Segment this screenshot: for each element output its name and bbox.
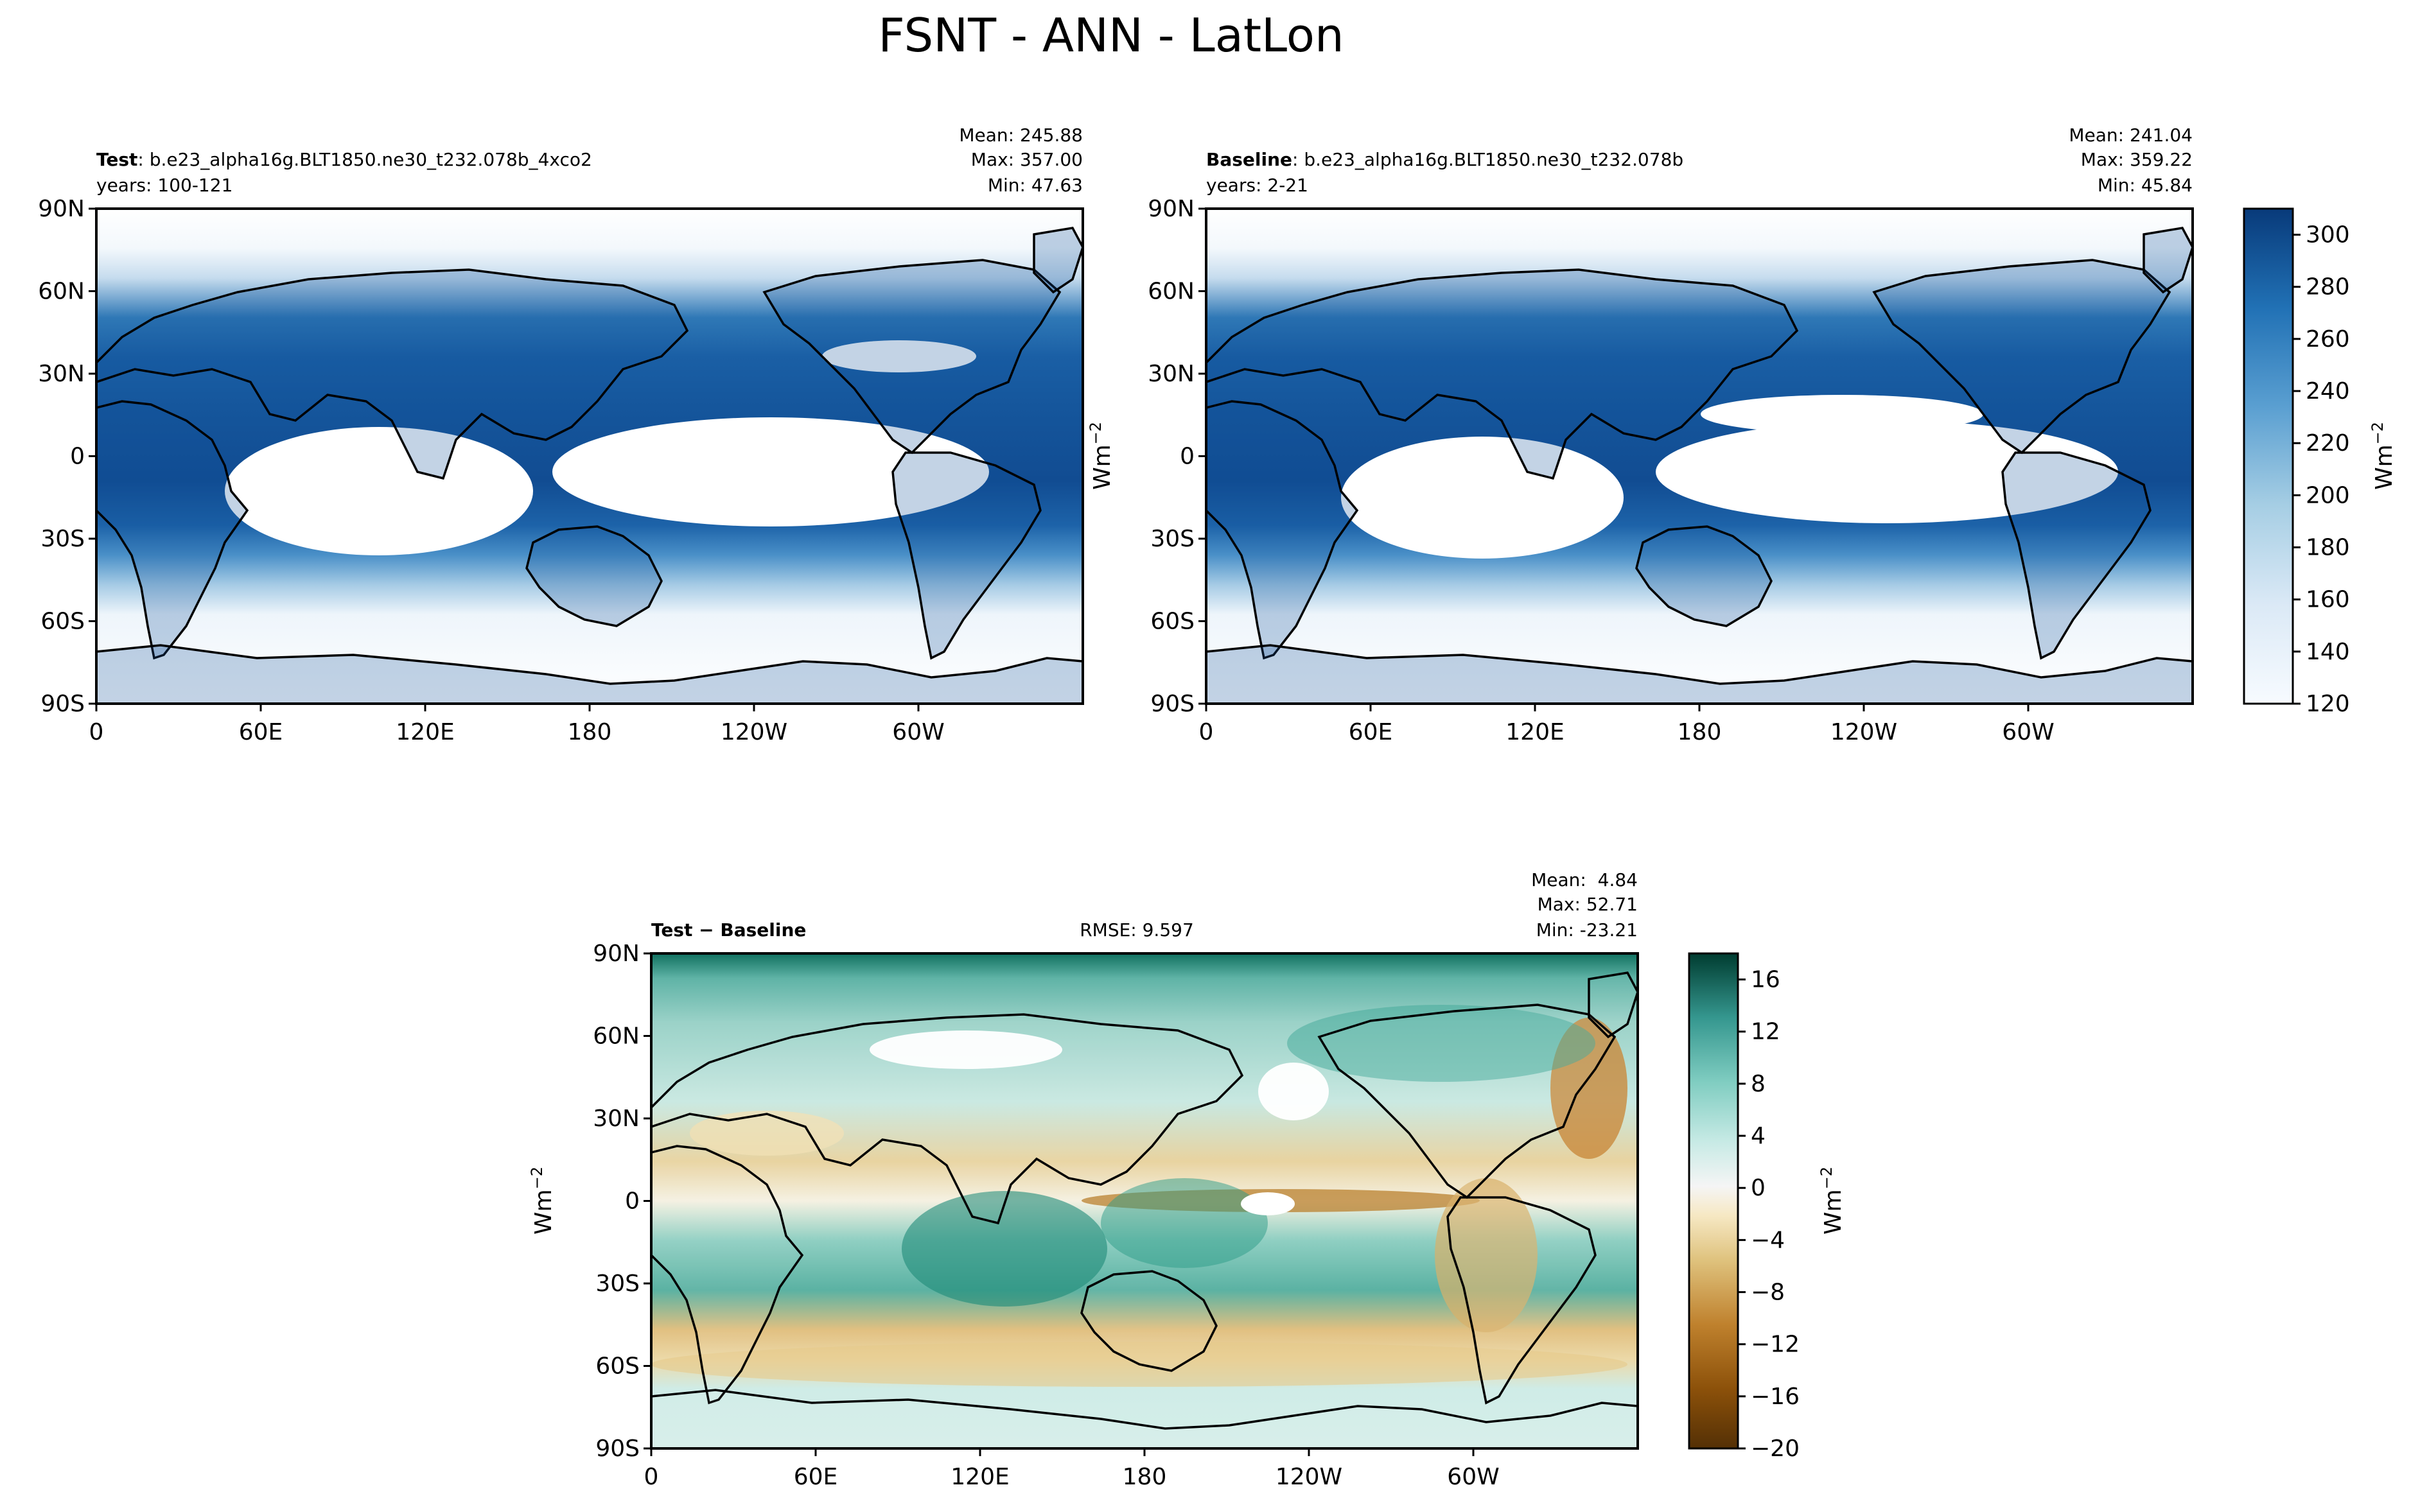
- baseline-mean: Mean: 241.04: [2069, 125, 2193, 146]
- figure-title: FSNT - ANN - LatLon: [878, 8, 1344, 62]
- x-tick-label: 120W: [1830, 719, 1897, 745]
- test-label: Test: b.e23_alpha16g.BLT1850.ne30_t232.0…: [96, 149, 592, 170]
- y-tick-label: 90S: [40, 691, 85, 717]
- diff-max: Max: 52.71: [1538, 894, 1638, 915]
- colorbar-tick-label: −20: [1751, 1436, 1800, 1462]
- x-tick-label: 180: [1678, 719, 1722, 745]
- x-tick-label: 0: [1199, 719, 1214, 745]
- y-tick-label: 30N: [593, 1106, 640, 1132]
- x-tick-label: 0: [644, 1464, 659, 1490]
- x-tick-label: 180: [1123, 1464, 1167, 1490]
- y-tick-label: 0: [70, 444, 85, 470]
- x-tick-label: 120E: [396, 719, 454, 745]
- colorbar-tick-label: −16: [1751, 1384, 1800, 1410]
- x-tick-label: 60W: [892, 719, 944, 745]
- diff-x-ticks: 0 60E 120E 180 120W 60W: [644, 1448, 1500, 1490]
- x-tick-label: 120W: [1276, 1464, 1342, 1490]
- colorbar-tick-label: 4: [1751, 1123, 1766, 1149]
- x-tick-label: 120E: [951, 1464, 1009, 1490]
- diff-ylabel: Wm−2: [528, 1167, 557, 1235]
- y-tick-label: 90S: [595, 1436, 640, 1462]
- colorbar-tick-label: 200: [2306, 482, 2350, 508]
- blue-colorbar-label: Wm−2: [2369, 422, 2398, 490]
- colorbar-tick-label: 300: [2306, 222, 2350, 248]
- colorbar-tick-label: 8: [1751, 1071, 1766, 1097]
- colorbar-tick-label: 120: [2306, 691, 2350, 717]
- y-tick-label: 90N: [38, 196, 85, 222]
- x-tick-label: 120E: [1505, 719, 1564, 745]
- panel-difference: Test − Baseline RMSE: 9.597 Mean: 4.84 M…: [528, 869, 1846, 1490]
- y-tick-label: 60S: [40, 609, 85, 635]
- y-tick-label: 60N: [38, 279, 85, 305]
- colorbar-tick-label: −4: [1751, 1227, 1785, 1253]
- diff-mean: Mean: 4.84: [1531, 869, 1638, 891]
- y-tick-label: 60N: [1148, 279, 1195, 305]
- colorbar-tick-label: 260: [2306, 326, 2350, 352]
- colorbar-tick-label: 16: [1751, 967, 1780, 993]
- test-years: years: 100-121: [96, 175, 232, 196]
- colorbar-tick-label: 280: [2306, 274, 2350, 300]
- baseline-min: Min: 45.84: [2098, 175, 2193, 196]
- diff-min: Min: -23.21: [1536, 919, 1638, 941]
- diff-rmse: RMSE: 9.597: [1080, 919, 1194, 941]
- colorbar-tick-label: 12: [1751, 1019, 1780, 1045]
- colorbar-tick-label: 180: [2306, 535, 2350, 561]
- y-tick-label: 0: [1180, 444, 1195, 470]
- diff-y-ticks: 90N 60N 30N 0 30S 60S 90S: [593, 941, 651, 1462]
- y-tick-label: 30S: [1150, 526, 1195, 552]
- x-tick-label: 60W: [1447, 1464, 1499, 1490]
- diff-colorbar: 16 12 8 4 0 −4 −8 −12 −16 −20 Wm−2: [1688, 952, 1846, 1462]
- diff-colorbar-label: Wm−2: [1818, 1167, 1846, 1235]
- test-map: [95, 207, 1084, 705]
- x-tick-label: 60E: [1349, 719, 1393, 745]
- x-tick-label: 180: [568, 719, 612, 745]
- y-tick-label: 90S: [1150, 691, 1195, 717]
- y-tick-label: 90N: [593, 941, 640, 967]
- y-tick-label: 60N: [593, 1023, 640, 1050]
- colorbar-tick-label: 0: [1751, 1175, 1766, 1201]
- baseline-max: Max: 359.22: [2081, 149, 2193, 170]
- colorbar-tick-label: 240: [2306, 378, 2350, 404]
- x-tick-label: 120W: [721, 719, 787, 745]
- y-tick-label: 30S: [40, 526, 85, 552]
- baseline-y-ticks: 90N 60N 30N 0 30S 60S 90S: [1148, 196, 1206, 717]
- blue-colorbar: 120 140 160 180 200 220 240 260 280 300 Wm−2: [2243, 207, 2398, 717]
- y-tick-label: 0: [625, 1188, 640, 1215]
- test-max: Max: 357.00: [971, 149, 1083, 170]
- y-tick-label: 30S: [595, 1271, 640, 1297]
- x-tick-label: 60E: [794, 1464, 838, 1490]
- x-tick-label: 60W: [2002, 719, 2054, 745]
- baseline-map: [1205, 207, 2194, 705]
- y-tick-label: 60S: [1150, 609, 1195, 635]
- baseline-x-ticks: 0 60E 120E 180 120W 60W: [1199, 704, 2055, 745]
- colorbar-tick-label: 140: [2306, 639, 2350, 665]
- colorbar-tick-label: −12: [1751, 1332, 1800, 1358]
- test-y-ticks: 90N 60N 30N 0 30S 60S 90S: [38, 196, 96, 717]
- colorbar-tick-label: −8: [1751, 1280, 1785, 1306]
- colorbar-tick-label: 160: [2306, 587, 2350, 613]
- panel-test: Test: b.e23_alpha16g.BLT1850.ne30_t232.0…: [38, 125, 1116, 745]
- test-min: Min: 47.63: [988, 175, 1083, 196]
- test-x-ticks: 0 60E 120E 180 120W 60W: [89, 704, 945, 745]
- test-mean: Mean: 245.88: [959, 125, 1083, 146]
- y-tick-label: 30N: [38, 361, 85, 387]
- baseline-label: Baseline: b.e23_alpha16g.BLT1850.ne30_t2…: [1206, 149, 1683, 170]
- test-ylabel: Wm−2: [1087, 422, 1116, 490]
- baseline-years: years: 2-21: [1206, 175, 1308, 196]
- diff-map: [650, 952, 1639, 1450]
- panel-baseline: Baseline: b.e23_alpha16g.BLT1850.ne30_t2…: [1148, 125, 2398, 745]
- x-tick-label: 0: [89, 719, 104, 745]
- diff-label: Test − Baseline: [651, 919, 806, 941]
- colorbar-tick-label: 220: [2306, 430, 2350, 456]
- y-tick-label: 60S: [595, 1353, 640, 1380]
- y-tick-label: 30N: [1148, 361, 1195, 387]
- y-tick-label: 90N: [1148, 196, 1195, 222]
- x-tick-label: 60E: [239, 719, 283, 745]
